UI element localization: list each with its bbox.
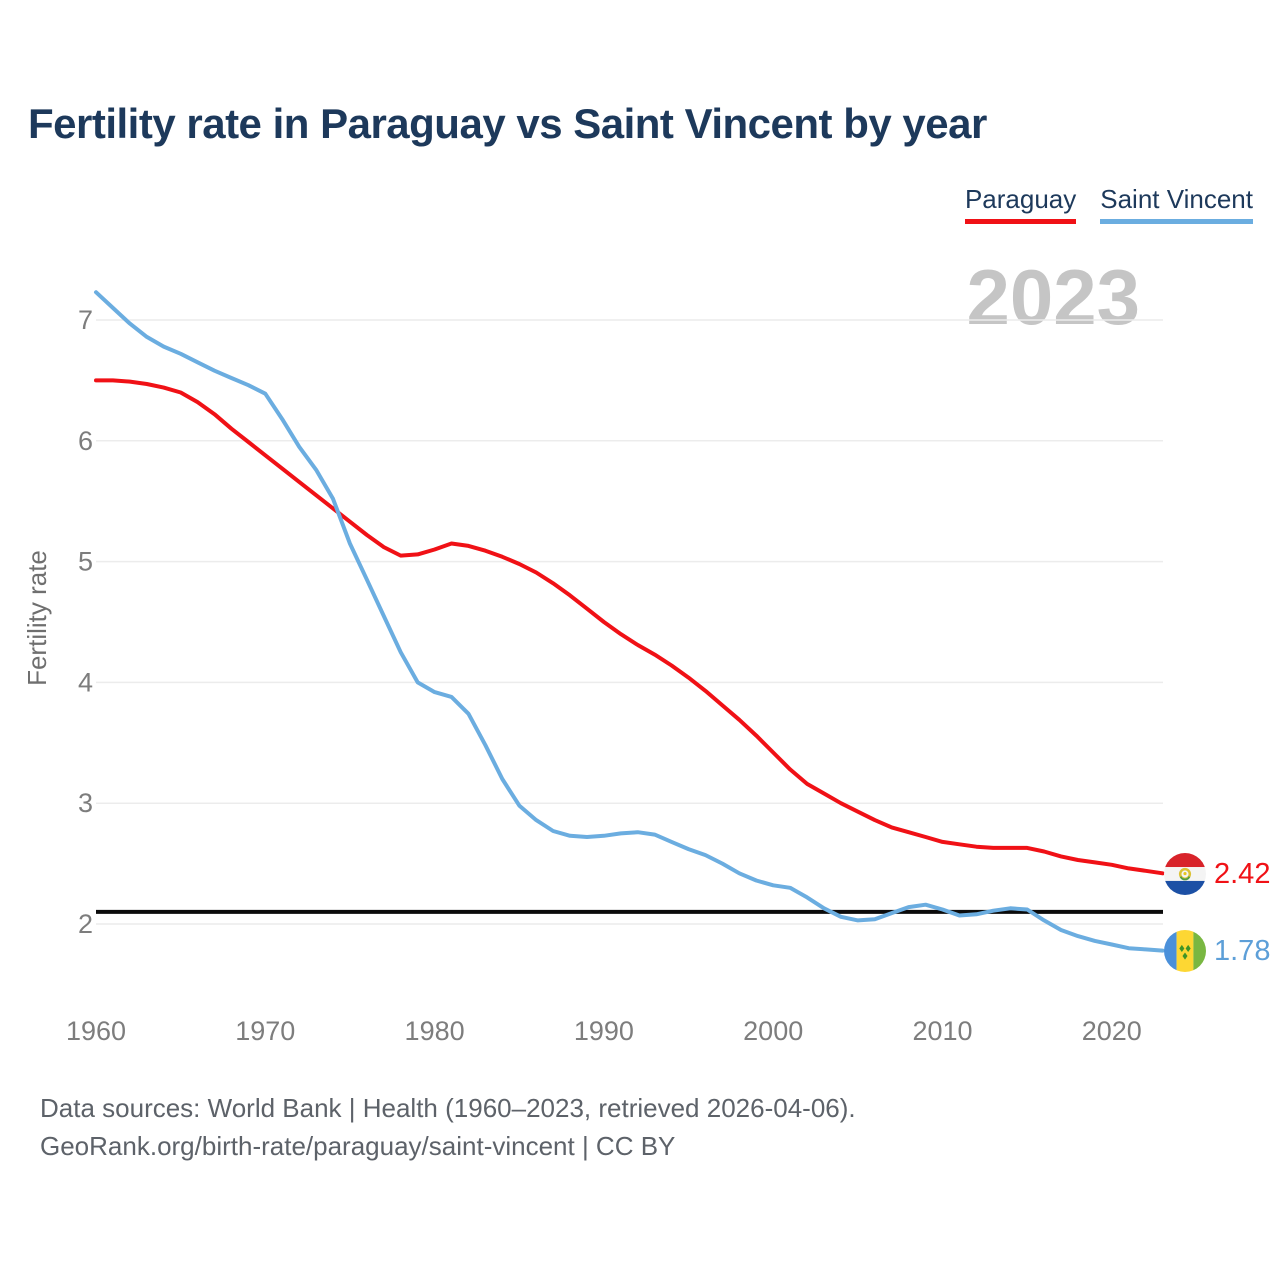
- series-line-paraguay: [94, 378, 1165, 876]
- saint-vincent-flag-icon: [1164, 930, 1206, 972]
- x-tick-label: 2020: [1082, 1016, 1142, 1046]
- legend-label-saint-vincent: Saint Vincent: [1100, 184, 1253, 214]
- end-value-paraguay: 2.42: [1214, 858, 1271, 890]
- footer-attribution: GeoRank.org/birth-rate/paraguay/saint-vi…: [40, 1131, 676, 1161]
- x-tick-label: 1980: [405, 1016, 465, 1046]
- y-tick-label: 2: [78, 909, 93, 939]
- end-label-saint-vincent: 1.78: [1164, 930, 1270, 972]
- legend-item-saint-vincent[interactable]: Saint Vincent: [1100, 184, 1253, 224]
- legend-item-paraguay[interactable]: Paraguay: [964, 184, 1077, 224]
- legend: Paraguay Saint Vincent: [964, 184, 1253, 224]
- y-tick-label: 7: [78, 305, 93, 335]
- x-tick-label: 1970: [235, 1016, 295, 1046]
- y-tick-label: 6: [78, 426, 93, 456]
- page-title: Fertility rate in Paraguay vs Saint Vinc…: [28, 100, 987, 147]
- paraguay-flag-icon: [1164, 853, 1206, 895]
- legend-label-paraguay: Paraguay: [964, 184, 1077, 214]
- footer-sources: Data sources: World Bank | Health (1960–…: [40, 1093, 856, 1123]
- footer: Data sources: World Bank | Health (1960–…: [40, 1089, 856, 1165]
- y-tick-label: 3: [78, 788, 93, 818]
- end-label-paraguay: 2.42: [1164, 853, 1270, 895]
- year-watermark: 2023: [966, 253, 1140, 341]
- end-value-saint-vincent: 1.78: [1214, 935, 1271, 967]
- x-tick-label: 1990: [574, 1016, 634, 1046]
- y-tick-label: 5: [78, 547, 93, 577]
- y-tick-label: 4: [78, 667, 93, 697]
- x-tick-label: 1960: [66, 1016, 126, 1046]
- legend-color-bar-saint-vincent: [1100, 219, 1253, 224]
- series-line-saint-vincent: [94, 290, 1165, 953]
- x-tick-label: 2010: [912, 1016, 972, 1046]
- legend-color-bar-paraguay: [964, 219, 1077, 224]
- x-tick-label: 2000: [743, 1016, 803, 1046]
- y-axis-title: Fertility rate: [22, 550, 52, 686]
